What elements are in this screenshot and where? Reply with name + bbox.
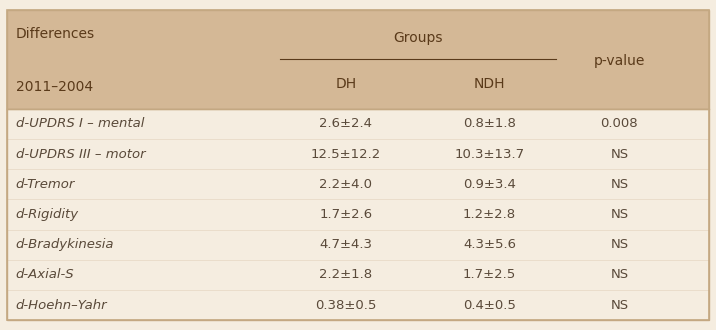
Text: 1.2±2.8: 1.2±2.8	[463, 208, 516, 221]
Text: 2.6±2.4: 2.6±2.4	[319, 117, 372, 130]
Text: 12.5±12.2: 12.5±12.2	[311, 148, 381, 161]
Text: 2.2±1.8: 2.2±1.8	[319, 268, 372, 281]
Text: NS: NS	[610, 208, 629, 221]
Text: 0.38±0.5: 0.38±0.5	[315, 299, 377, 312]
Text: Groups: Groups	[393, 31, 442, 45]
Text: 2011–2004: 2011–2004	[16, 81, 93, 94]
FancyBboxPatch shape	[7, 109, 709, 320]
Text: NS: NS	[610, 268, 629, 281]
Text: d-UPDRS I – mental: d-UPDRS I – mental	[16, 117, 144, 130]
Text: 0.4±0.5: 0.4±0.5	[463, 299, 516, 312]
Text: d-UPDRS III – motor: d-UPDRS III – motor	[16, 148, 145, 161]
Text: d-Axial-S: d-Axial-S	[16, 268, 74, 281]
Text: d-Bradykinesia: d-Bradykinesia	[16, 238, 115, 251]
Text: d-Rigidity: d-Rigidity	[16, 208, 79, 221]
Text: Differences: Differences	[16, 27, 95, 41]
Text: NDH: NDH	[474, 77, 505, 91]
Text: d-Hoehn–Yahr: d-Hoehn–Yahr	[16, 299, 107, 312]
Text: 4.7±4.3: 4.7±4.3	[319, 238, 372, 251]
Text: 0.9±3.4: 0.9±3.4	[463, 178, 516, 191]
Text: 2.2±4.0: 2.2±4.0	[319, 178, 372, 191]
Text: NS: NS	[610, 299, 629, 312]
Text: 0.008: 0.008	[601, 117, 638, 130]
Text: 10.3±13.7: 10.3±13.7	[455, 148, 525, 161]
Text: NS: NS	[610, 238, 629, 251]
Text: 1.7±2.6: 1.7±2.6	[319, 208, 372, 221]
Text: 0.8±1.8: 0.8±1.8	[463, 117, 516, 130]
Text: DH: DH	[335, 77, 357, 91]
Text: p-value: p-value	[594, 54, 645, 68]
Text: d-Tremor: d-Tremor	[16, 178, 75, 191]
Text: 4.3±5.6: 4.3±5.6	[463, 238, 516, 251]
Text: 1.7±2.5: 1.7±2.5	[463, 268, 516, 281]
Text: NS: NS	[610, 178, 629, 191]
FancyBboxPatch shape	[7, 10, 709, 109]
Text: NS: NS	[610, 148, 629, 161]
